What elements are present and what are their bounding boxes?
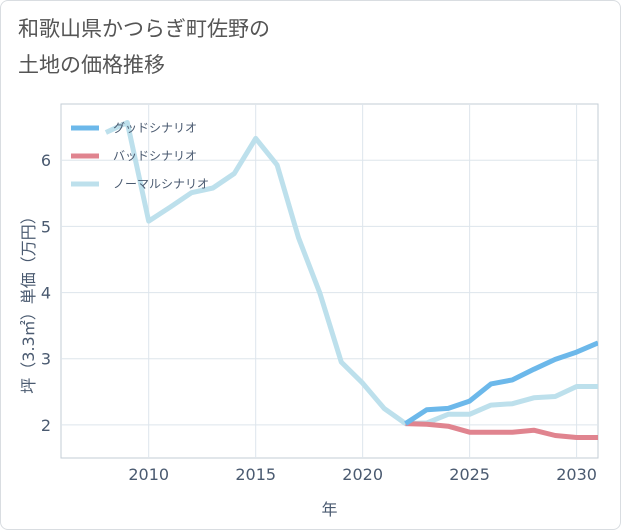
y-tick-label: 2: [41, 416, 51, 435]
y-tick-label: 4: [41, 284, 51, 303]
x-axis-title: 年: [321, 500, 337, 519]
legend-label: ノーマルシナリオ: [113, 177, 209, 191]
series-layer: [104, 120, 598, 440]
series-line-1: [405, 421, 598, 440]
plot-area: [60, 103, 599, 459]
chart-title-line1: 和歌山県かつらぎ町佐野の: [18, 17, 270, 41]
x-tick-label: 2010: [128, 465, 169, 484]
y-axis-title: 坪（3.3㎡）単価（万円）: [19, 208, 38, 393]
x-tick-label: 2020: [342, 465, 383, 484]
x-tick-label: 2015: [235, 465, 276, 484]
x-tick-label: 2025: [449, 465, 490, 484]
y-tick-label: 6: [41, 151, 51, 170]
legend-label: バッドシナリオ: [113, 149, 197, 163]
axis-ticks: 2010 2015 2020 2025 2030 2 3 4 5 6: [41, 151, 597, 484]
x-tick-label: 2030: [556, 465, 597, 484]
y-tick-label: 5: [41, 217, 51, 236]
chart-title-line2: 土地の価格推移: [18, 53, 165, 77]
grid-lines: [61, 104, 598, 458]
series-line-0: [404, 340, 598, 426]
series-line-2: [104, 120, 598, 427]
legend-label: グッドシナリオ: [113, 121, 197, 135]
y-tick-label: 3: [41, 350, 51, 369]
chart-title: 和歌山県かつらぎ町佐野の 土地の価格推移: [18, 11, 438, 83]
